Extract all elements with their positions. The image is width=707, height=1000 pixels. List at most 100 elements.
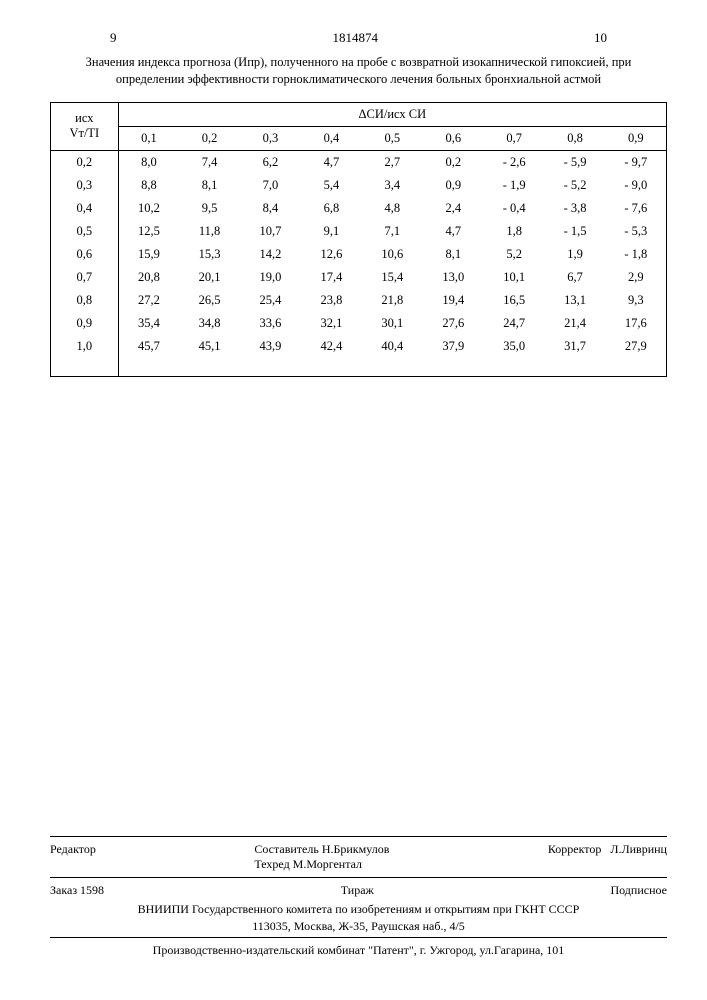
- table-cell: 19,4: [423, 289, 484, 312]
- table-row: 0,720,820,119,017,415,413,010,16,72,9: [51, 266, 667, 289]
- table-cell: 2,9: [606, 266, 667, 289]
- corner-header-top: исх: [55, 111, 114, 126]
- table-cell: 19,0: [240, 266, 301, 289]
- table-cell: 5,4: [301, 174, 362, 197]
- editor-label: Редактор: [50, 842, 96, 872]
- col-header: 0,3: [240, 126, 301, 150]
- table-cell: 33,6: [240, 312, 301, 335]
- page-numbers-row: 9 1814874 10: [110, 30, 607, 46]
- table-cell: 7,1: [362, 220, 423, 243]
- page-number-left: 9: [110, 30, 117, 46]
- page-number-right: 10: [594, 30, 607, 46]
- table-cell: 0,2: [423, 150, 484, 174]
- table-cell: - 2,6: [484, 150, 545, 174]
- table-cell: 12,5: [118, 220, 179, 243]
- table-cell: - 0,4: [484, 197, 545, 220]
- address-line: 113035, Москва, Ж-35, Раушская наб., 4/5: [50, 919, 667, 934]
- table-cell: 14,2: [240, 243, 301, 266]
- table-cell: 1,8: [484, 220, 545, 243]
- col-header: 0,4: [301, 126, 362, 150]
- table-cell: - 5,9: [545, 150, 606, 174]
- table-cell: 10,2: [118, 197, 179, 220]
- document-number: 1814874: [333, 30, 379, 46]
- row-header: 0,8: [51, 289, 119, 312]
- order-number: Заказ 1598: [50, 883, 104, 898]
- row-header: 0,7: [51, 266, 119, 289]
- table-cell: 21,8: [362, 289, 423, 312]
- table-cell: 9,3: [606, 289, 667, 312]
- table-cell: 26,5: [179, 289, 240, 312]
- table-cell: 8,1: [179, 174, 240, 197]
- table-body: 0,28,07,46,24,72,70,2- 2,6- 5,9- 9,70,38…: [51, 150, 667, 376]
- table-cell: 5,2: [484, 243, 545, 266]
- table-row: 0,615,915,314,212,610,68,15,21,9- 1,8: [51, 243, 667, 266]
- table-cell: 20,8: [118, 266, 179, 289]
- table-caption: Значения индекса прогноза (Ипр), получен…: [59, 54, 659, 88]
- row-header: 0,2: [51, 150, 119, 174]
- podpisnoe-label: Подписное: [610, 883, 667, 898]
- table-cell: 9,1: [301, 220, 362, 243]
- table-cell: 6,7: [545, 266, 606, 289]
- col-header: 0,8: [545, 126, 606, 150]
- table-cell: 10,7: [240, 220, 301, 243]
- table-cell: 8,1: [423, 243, 484, 266]
- table-cell: 13,0: [423, 266, 484, 289]
- table-cell: 4,7: [301, 150, 362, 174]
- table-cell: 30,1: [362, 312, 423, 335]
- table-cell: 24,7: [484, 312, 545, 335]
- row-header: 0,5: [51, 220, 119, 243]
- prognosis-index-table: исх Vт/TI ΔСИ/исх СИ 0,1 0,2 0,3 0,4 0,5…: [50, 102, 667, 377]
- table-cell: - 1,5: [545, 220, 606, 243]
- column-headers-row: 0,1 0,2 0,3 0,4 0,5 0,6 0,7 0,8 0,9: [51, 126, 667, 150]
- table-cell: 13,1: [545, 289, 606, 312]
- table-cell: 7,4: [179, 150, 240, 174]
- compiler: Составитель Н.Брикмулов: [254, 842, 389, 857]
- corner-header: исх Vт/TI: [51, 102, 119, 150]
- table-cell: 16,5: [484, 289, 545, 312]
- table-cell: 6,8: [301, 197, 362, 220]
- document-footer: Редактор Составитель Н.Брикмулов Техред …: [50, 833, 667, 960]
- table-row: 0,512,511,810,79,17,14,71,8- 1,5- 5,3: [51, 220, 667, 243]
- table-cell: 12,6: [301, 243, 362, 266]
- table-cell: 15,9: [118, 243, 179, 266]
- table-cell: - 1,9: [484, 174, 545, 197]
- col-header: 0,6: [423, 126, 484, 150]
- footer-credits-row: Редактор Составитель Н.Брикмулов Техред …: [50, 840, 667, 874]
- table-cell: 3,4: [362, 174, 423, 197]
- table-cell: 21,4: [545, 312, 606, 335]
- table-cell: 45,7: [118, 335, 179, 377]
- table-cell: 4,7: [423, 220, 484, 243]
- col-header: 0,2: [179, 126, 240, 150]
- table-cell: 27,9: [606, 335, 667, 377]
- table-cell: 11,8: [179, 220, 240, 243]
- footer-order-row: Заказ 1598 Тираж Подписное: [50, 881, 667, 900]
- table-cell: 40,4: [362, 335, 423, 377]
- row-header: 0,6: [51, 243, 119, 266]
- table-row: 0,410,29,58,46,84,82,4- 0,4- 3,8- 7,6: [51, 197, 667, 220]
- col-header: 0,9: [606, 126, 667, 150]
- group-header: ΔСИ/исх СИ: [118, 102, 666, 126]
- table-row: 0,935,434,833,632,130,127,624,721,417,6: [51, 312, 667, 335]
- table-cell: 0,9: [423, 174, 484, 197]
- table-cell: 17,6: [606, 312, 667, 335]
- table-row: 0,28,07,46,24,72,70,2- 2,6- 5,9- 9,7: [51, 150, 667, 174]
- table-row: 0,827,226,525,423,821,819,416,513,19,3: [51, 289, 667, 312]
- table-cell: 25,4: [240, 289, 301, 312]
- table-cell: 15,3: [179, 243, 240, 266]
- tech-editor: Техред М.Моргентал: [254, 857, 389, 872]
- table-cell: 2,4: [423, 197, 484, 220]
- corrector-name: Л.Ливринц: [610, 842, 667, 856]
- table-cell: 43,9: [240, 335, 301, 377]
- table-cell: 4,8: [362, 197, 423, 220]
- table-cell: - 3,8: [545, 197, 606, 220]
- table-cell: 32,1: [301, 312, 362, 335]
- production-line: Производственно-издательский комбинат "П…: [50, 941, 667, 960]
- col-header: 0,7: [484, 126, 545, 150]
- table-cell: 8,4: [240, 197, 301, 220]
- table-cell: 37,9: [423, 335, 484, 377]
- table-cell: 17,4: [301, 266, 362, 289]
- col-header: 0,1: [118, 126, 179, 150]
- table-cell: 7,0: [240, 174, 301, 197]
- table-cell: - 5,3: [606, 220, 667, 243]
- table-cell: 35,4: [118, 312, 179, 335]
